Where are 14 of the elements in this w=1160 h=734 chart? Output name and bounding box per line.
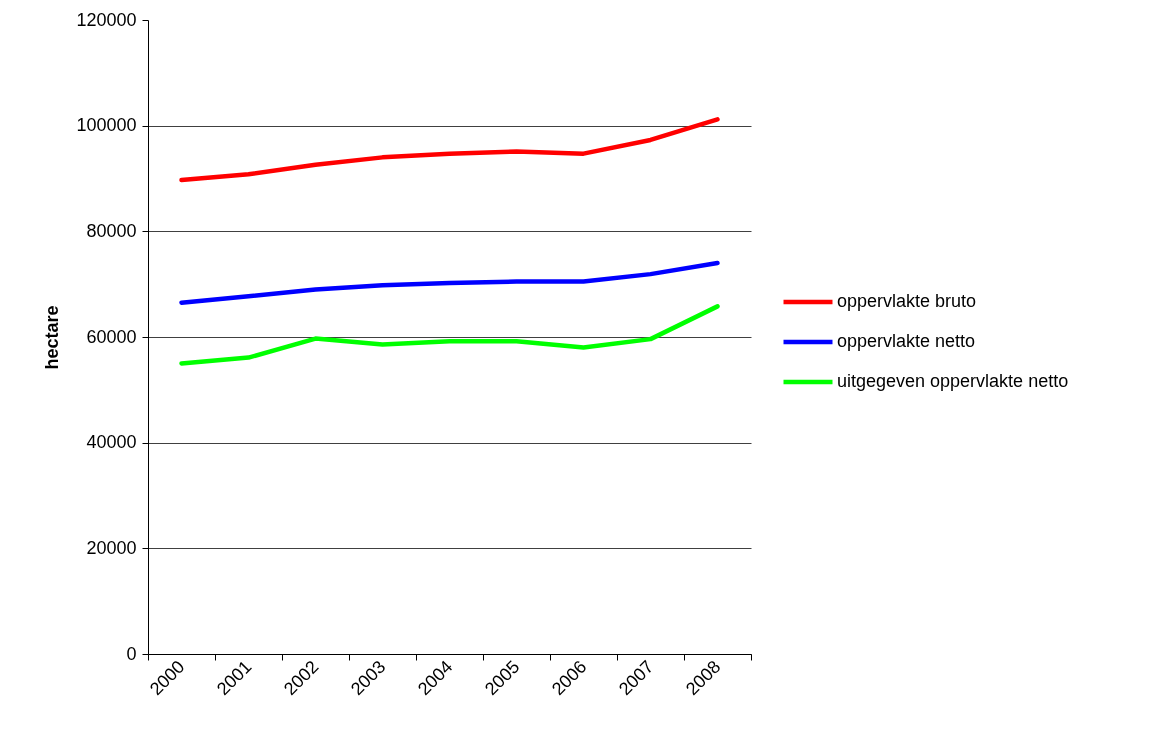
legend-label: uitgegeven oppervlakte netto (837, 371, 1069, 391)
y-axis-title: hectare (42, 305, 63, 370)
y-tick-label: 100000 (76, 115, 137, 136)
line-series (179, 117, 720, 183)
line-series (179, 304, 720, 366)
legend-label: oppervlakte netto (837, 331, 976, 351)
line-series (179, 260, 720, 305)
y-tick-label: 0 (126, 643, 137, 664)
y-tick-label: 80000 (86, 220, 137, 241)
y-tick-label: 120000 (76, 9, 137, 30)
y-tick-label: 40000 (86, 432, 137, 453)
y-tick-label: 20000 (86, 537, 137, 558)
legend-label: oppervlakte bruto (837, 291, 977, 311)
y-tick-label: 60000 (86, 326, 137, 347)
